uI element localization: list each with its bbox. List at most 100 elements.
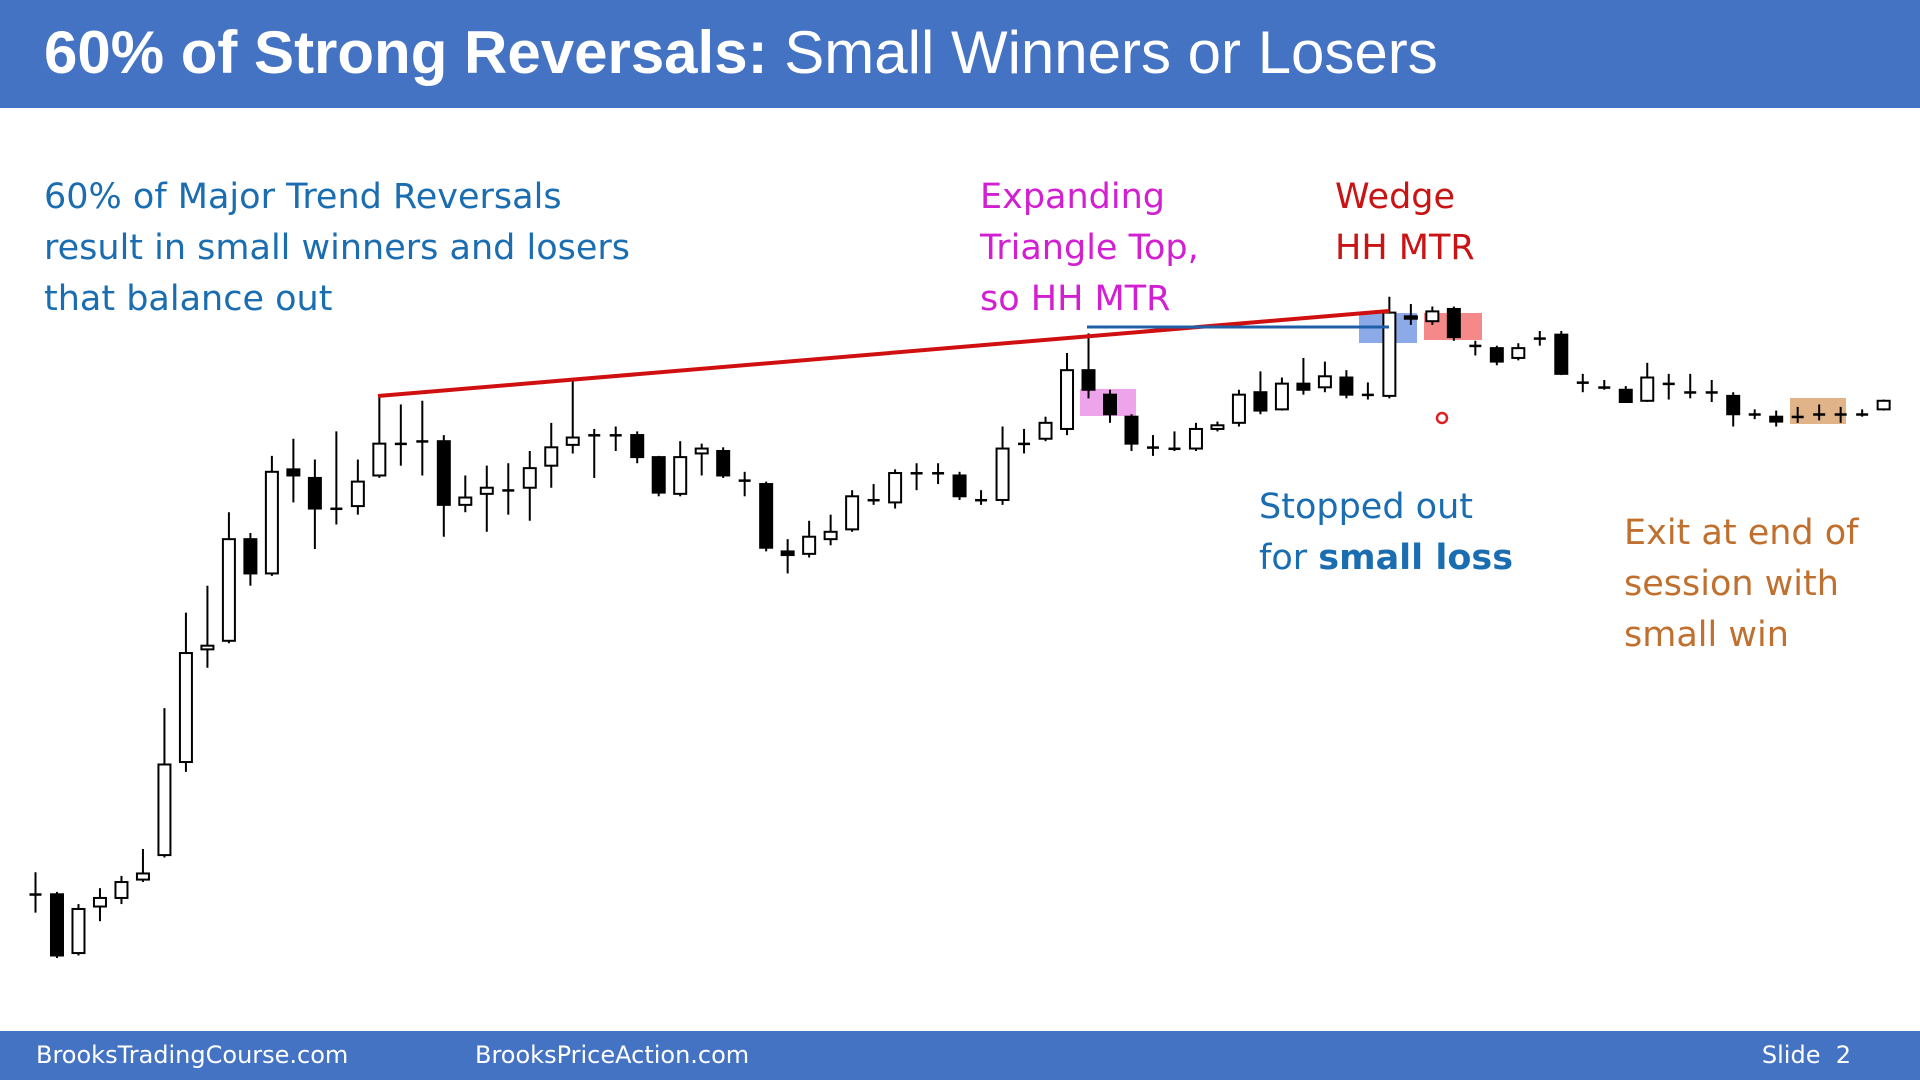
candle-body [1339, 376, 1354, 396]
candle-body [394, 442, 407, 446]
candle-body [178, 652, 193, 764]
candle-body [1253, 391, 1268, 412]
candle-body [458, 496, 473, 506]
title-rest: Small Winners or Losers [784, 19, 1438, 86]
candle-body [1296, 382, 1311, 391]
cursor-dot [1435, 411, 1449, 425]
candle-body [29, 893, 42, 896]
candle-body [932, 472, 945, 475]
exit-note: Exit at end of session with small win [1624, 508, 1859, 661]
candle-body [1231, 393, 1246, 424]
candle-body [1576, 381, 1589, 384]
candle-body [544, 446, 559, 467]
candle-body [1317, 375, 1332, 389]
candle-body [114, 881, 129, 899]
candle-body [1662, 382, 1675, 386]
candle-body [780, 550, 795, 557]
candle-body [1018, 442, 1031, 446]
candle-body [1876, 399, 1891, 411]
candle-body [1489, 347, 1504, 363]
footer-link: BrooksPriceAction.com [475, 1041, 750, 1069]
expanding-note: Expanding Triangle Top, so HH MTR [980, 172, 1199, 325]
candle-body [522, 467, 537, 489]
candle-body [1554, 333, 1569, 375]
note-line: Expanding [980, 177, 1166, 217]
candle-body [1124, 415, 1139, 445]
candle-body [1081, 369, 1096, 391]
candle-body [823, 530, 838, 541]
candle-body [630, 434, 645, 459]
candle-body [1038, 421, 1053, 440]
candle-body [350, 480, 365, 508]
candle-body [651, 456, 666, 494]
candle-body [264, 470, 279, 575]
header-bar: 60% of Strong Reversals: Small Winners o… [0, 0, 1920, 108]
candle-body [609, 434, 622, 437]
candle-body [759, 483, 774, 549]
candle-body [1684, 391, 1697, 394]
note-line: Triangle Top, [980, 228, 1199, 268]
title: 60% of Strong Reversals: Small Winners o… [44, 18, 1438, 87]
candle-body [565, 436, 580, 446]
candle-body [1748, 413, 1761, 416]
note-line: so HH MTR [980, 279, 1171, 319]
candle-body [952, 474, 967, 498]
intro-note: 60% of Major Trend Reversals result in s… [44, 172, 630, 325]
candle-body [1168, 447, 1181, 451]
candle-body [1274, 382, 1289, 411]
note-line: that balance out [44, 279, 333, 319]
candle-body [200, 644, 215, 651]
note-line: Wedge [1335, 177, 1456, 217]
slide-number: Slide 2 [1761, 1041, 1851, 1069]
trend-line [377, 309, 1390, 398]
candle-body [1425, 310, 1440, 323]
candle-body [243, 538, 258, 575]
candle-body [673, 456, 688, 495]
candle-body [1769, 415, 1784, 423]
candle-body [1103, 393, 1117, 416]
note-line: small win [1624, 615, 1789, 655]
candle-body [1834, 413, 1847, 416]
highlight-box [1790, 398, 1846, 424]
candle-body [1856, 413, 1869, 416]
footer-link: BrooksTradingCourse.com [36, 1041, 349, 1069]
candle-body [1705, 391, 1718, 394]
candle-body [1598, 386, 1611, 389]
candle-body [845, 495, 860, 531]
note-line: for small loss [1259, 533, 1513, 584]
candle-body [1640, 376, 1655, 402]
candle-body [502, 489, 515, 492]
candle-body [1361, 393, 1374, 397]
candle-body [221, 538, 236, 642]
candle-body [694, 447, 709, 455]
note-line: 60% of Major Trend Reversals [44, 177, 562, 217]
candle-body [716, 449, 731, 477]
candle-body [1146, 446, 1159, 449]
candle-body [286, 468, 301, 477]
candle-body [436, 440, 451, 506]
candle-body [1533, 337, 1546, 340]
candle-body [1791, 415, 1804, 419]
note-line: session with [1624, 564, 1839, 604]
footer-bar: BrooksTradingCourse.com BrooksPriceActio… [0, 1031, 1920, 1080]
candle-body [71, 907, 86, 955]
note-line: result in small winners and losers [44, 228, 631, 268]
candle-body [867, 498, 880, 502]
note-bold: small loss [1318, 538, 1514, 578]
candle-body [1382, 311, 1397, 397]
candle-body [416, 440, 429, 443]
candle-body [330, 507, 343, 511]
candle-body [479, 486, 494, 495]
note-line: HH MTR [1335, 228, 1475, 268]
note-line: Exit at end of [1624, 513, 1859, 553]
candle-body [92, 896, 107, 908]
candle-body [157, 763, 172, 857]
candle-body [1618, 388, 1633, 404]
candle-body [888, 472, 903, 504]
candle-body [1813, 413, 1826, 416]
note-line: Stopped out [1259, 487, 1473, 527]
candle-body [1188, 427, 1203, 450]
stopped-note: Stopped out for small loss [1259, 482, 1513, 584]
